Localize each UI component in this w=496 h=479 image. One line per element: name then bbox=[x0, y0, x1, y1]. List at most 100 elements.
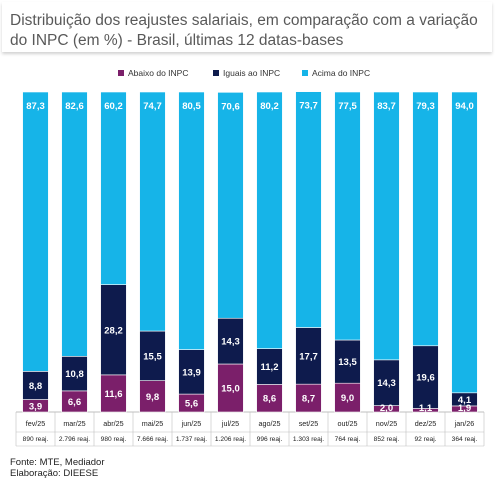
value-label-above-1: 82,6 bbox=[65, 101, 84, 112]
value-label-equal-0: 8,8 bbox=[29, 381, 42, 392]
bar-above-3 bbox=[139, 91, 166, 332]
title-box: Distribuição dos reajustes salariais, em… bbox=[2, 2, 492, 52]
legend-label-below: Abaixo do INPC bbox=[128, 68, 189, 78]
bar-equal-5 bbox=[217, 317, 244, 365]
value-label-above-7: 73,7 bbox=[299, 101, 318, 112]
value-label-above-10: 79,3 bbox=[416, 101, 435, 112]
category-label-2: abr/25 bbox=[103, 419, 123, 428]
value-label-above-9: 83,7 bbox=[377, 101, 396, 112]
value-label-above-8: 77,5 bbox=[338, 101, 357, 112]
legend-item-equal: Iguais ao INPC bbox=[213, 68, 280, 78]
legend-swatch-equal bbox=[213, 70, 219, 76]
chart-title: Distribuição dos reajustes salariais, em… bbox=[10, 12, 478, 49]
value-label-equal-8: 13,5 bbox=[338, 357, 357, 368]
value-label-below-1: 6,6 bbox=[68, 397, 81, 408]
bar-equal-10 bbox=[412, 345, 439, 409]
value-label-above-2: 60,2 bbox=[104, 101, 123, 112]
bar-above-7 bbox=[295, 91, 322, 328]
bar-equal-6 bbox=[256, 348, 283, 385]
count-label-6: 996 reaj. bbox=[257, 436, 283, 443]
value-label-above-3: 74,7 bbox=[143, 101, 162, 112]
value-label-below-10: 1,1 bbox=[419, 403, 433, 414]
value-label-below-7: 8,7 bbox=[302, 394, 315, 405]
value-label-equal-9: 14,3 bbox=[377, 378, 396, 389]
value-label-equal-1: 10,8 bbox=[65, 369, 84, 380]
value-label-equal-3: 15,5 bbox=[143, 351, 162, 362]
value-label-equal-7: 17,7 bbox=[299, 351, 318, 362]
category-label-1: mar/25 bbox=[63, 419, 85, 428]
count-label-9: 852 reaj. bbox=[374, 436, 400, 443]
chart-footer: Fonte: MTE, Mediador Elaboração: DIEESE bbox=[10, 457, 105, 479]
value-label-above-0: 87,3 bbox=[26, 101, 45, 112]
bar-above-4 bbox=[178, 91, 205, 350]
bar-below-6 bbox=[256, 384, 283, 413]
category-label-5: jul/25 bbox=[221, 419, 239, 428]
legend-label-above: Acima do INPC bbox=[312, 68, 371, 78]
bar-equal-3 bbox=[139, 330, 166, 381]
bar-above-5 bbox=[217, 92, 244, 319]
legend-swatch-below bbox=[118, 70, 124, 76]
value-label-below-3: 9,8 bbox=[146, 392, 159, 403]
value-label-equal-10: 19,6 bbox=[416, 373, 435, 384]
category-label-3: mai/25 bbox=[142, 419, 164, 428]
source-note: Fonte: MTE, Mediador bbox=[10, 457, 105, 468]
count-label-0: 890 reaj. bbox=[23, 436, 49, 443]
bar-equal-8 bbox=[334, 339, 361, 384]
value-label-below-5: 15,0 bbox=[221, 384, 240, 395]
category-label-8: out/25 bbox=[338, 419, 358, 428]
value-label-below-2: 11,6 bbox=[105, 389, 123, 400]
value-label-equal-11: 4,1 bbox=[458, 395, 472, 406]
category-label-4: jun/25 bbox=[181, 419, 202, 428]
value-label-equal-2: 28,2 bbox=[104, 325, 123, 336]
bar-below-2 bbox=[100, 374, 127, 413]
bar-equal-7 bbox=[295, 327, 322, 385]
value-label-below-8: 9,0 bbox=[341, 393, 354, 404]
legend-swatch-above bbox=[302, 70, 308, 76]
bar-below-3 bbox=[139, 380, 166, 413]
bar-above-8 bbox=[334, 91, 361, 341]
bar-above-10 bbox=[412, 91, 439, 347]
category-label-9: nov/25 bbox=[376, 419, 398, 428]
value-label-above-5: 70,6 bbox=[221, 101, 240, 112]
category-label-7: set/25 bbox=[299, 419, 319, 428]
value-label-below-9: 2,0 bbox=[380, 403, 393, 414]
chart-legend: Abaixo do INPC Iguais ao INPC Acima do I… bbox=[0, 68, 496, 82]
count-label-2: 980 reaj. bbox=[101, 436, 127, 443]
bar-above-11 bbox=[451, 91, 478, 394]
value-label-above-11: 94,0 bbox=[455, 101, 474, 112]
category-label-0: fev/25 bbox=[26, 419, 46, 428]
legend-label-equal: Iguais ao INPC bbox=[223, 68, 281, 78]
value-label-equal-5: 14,3 bbox=[221, 337, 240, 348]
count-label-5: 1.206 reaj. bbox=[215, 436, 246, 443]
bar-equal-2 bbox=[100, 284, 127, 376]
bar-above-2 bbox=[100, 91, 127, 285]
legend-item-below: Abaixo do INPC bbox=[118, 68, 188, 78]
bar-above-9 bbox=[373, 91, 400, 361]
value-label-below-4: 5,6 bbox=[185, 399, 198, 410]
value-label-equal-4: 13,9 bbox=[182, 367, 201, 378]
count-label-11: 364 reaj. bbox=[452, 436, 478, 443]
value-label-equal-6: 11,2 bbox=[261, 362, 279, 373]
value-label-below-6: 8,6 bbox=[263, 394, 276, 405]
count-label-4: 1.737 reaj. bbox=[176, 436, 207, 443]
bar-above-6 bbox=[256, 91, 283, 349]
count-label-3: 7.666 reaj. bbox=[137, 436, 168, 443]
bar-equal-0 bbox=[22, 371, 49, 400]
value-label-above-6: 80,2 bbox=[260, 101, 279, 112]
bar-above-1 bbox=[61, 91, 88, 357]
count-label-7: 1.303 reaj. bbox=[293, 436, 324, 443]
legend-item-above: Acima do INPC bbox=[302, 68, 370, 78]
category-label-11: jan/26 bbox=[454, 419, 475, 428]
category-label-6: ago/25 bbox=[259, 419, 281, 428]
elaboration-note: Elaboração: DIEESE bbox=[10, 468, 99, 479]
bar-below-8 bbox=[334, 382, 361, 413]
value-label-below-0: 3,9 bbox=[29, 401, 42, 412]
value-label-below-11: 1,9 bbox=[458, 403, 471, 414]
count-label-1: 2.796 reaj. bbox=[59, 436, 90, 443]
value-label-above-4: 80,5 bbox=[182, 101, 201, 112]
count-label-8: 764 reaj. bbox=[335, 436, 361, 443]
count-label-10: 92 reaj. bbox=[415, 436, 437, 443]
category-label-10: dez/25 bbox=[415, 419, 437, 428]
bar-equal-9 bbox=[373, 359, 400, 406]
